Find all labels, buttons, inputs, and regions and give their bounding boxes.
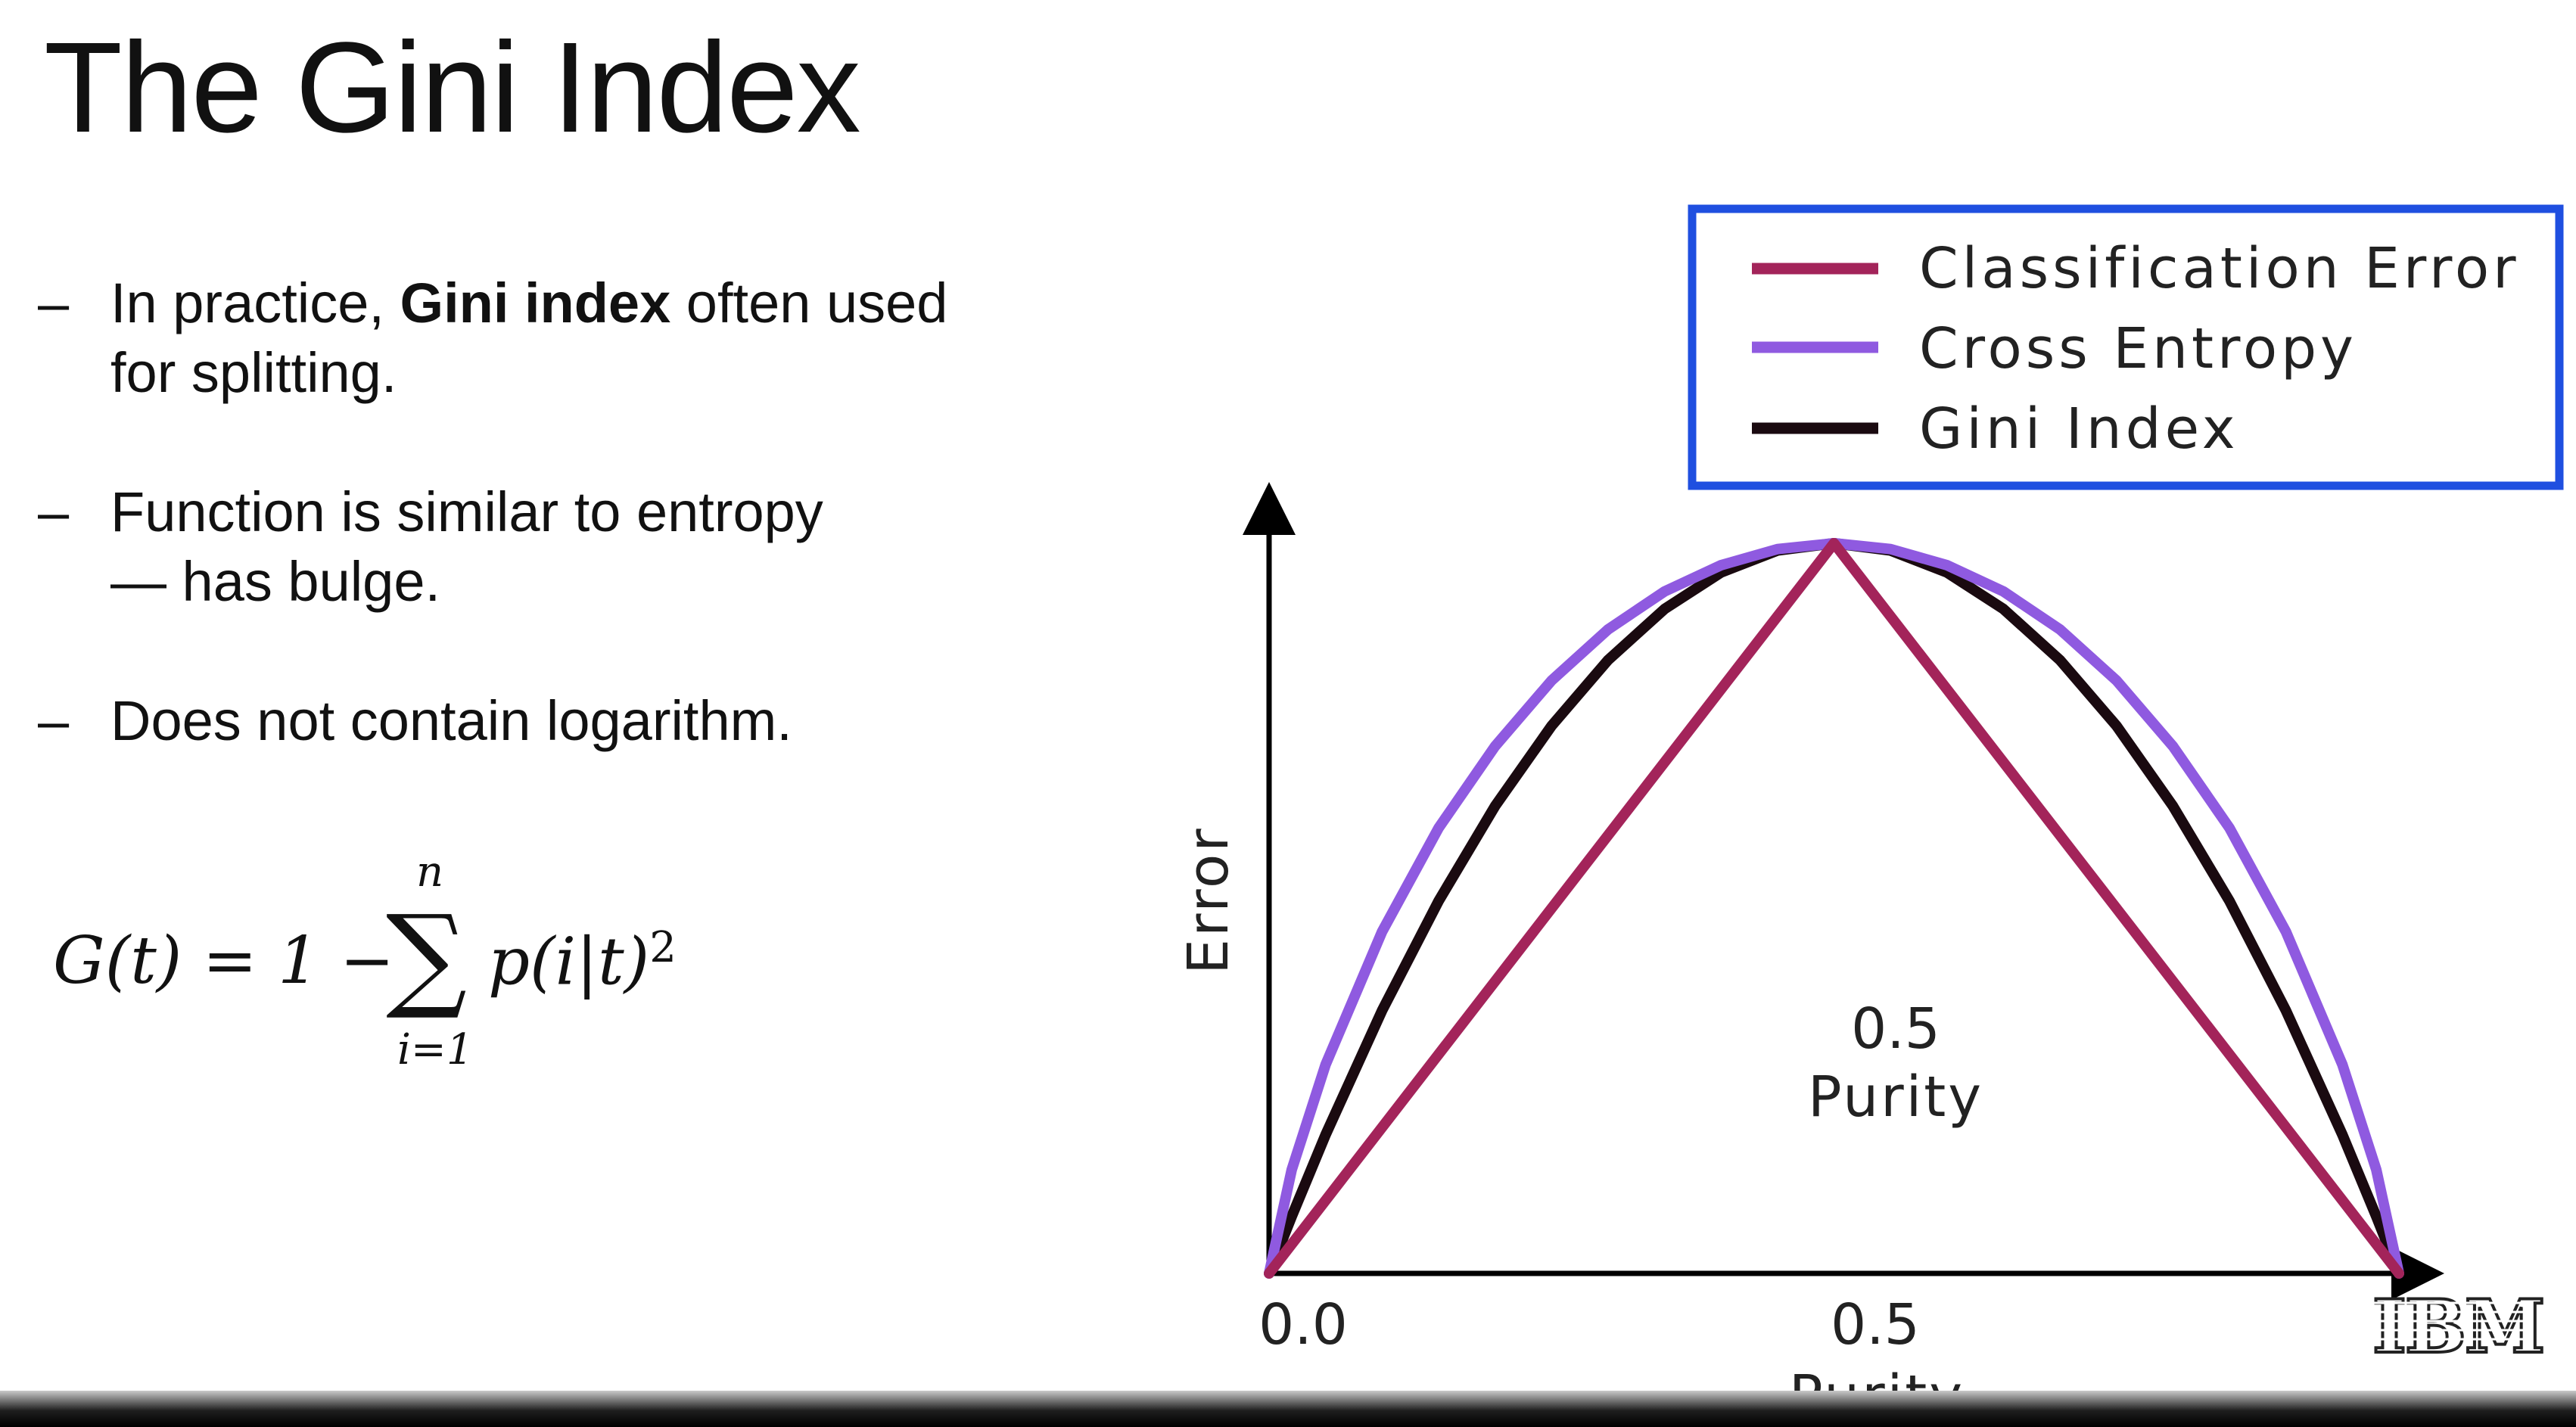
annotation-label: Purity: [1808, 1065, 1983, 1130]
bullet-dash: –: [38, 272, 70, 334]
series-line-gini-index: [1264, 538, 2404, 1279]
legend-label-classification-error: Classification Error: [1919, 236, 2520, 301]
formula-term: p(i|t): [488, 924, 650, 1000]
formula-upper-limit: n: [416, 847, 444, 897]
bullet-text: often used: [670, 272, 948, 334]
bullet-similar-entropy: – Function is similar to entropy — has b…: [38, 477, 1082, 617]
formula-rhs: p(i|t)2: [488, 923, 677, 1000]
slide-title: The Gini Index: [44, 16, 861, 160]
video-bottom-bar: [0, 1391, 2576, 1427]
x-tick-label-1: 0.5: [1831, 1292, 1920, 1357]
bullet-bold-text: Gini index: [400, 272, 671, 334]
bullet-line: In practice, Gini index often used: [110, 269, 1082, 338]
series-line-classification-error: [1264, 538, 2404, 1279]
series-layer: [1264, 538, 2404, 1279]
ibm-logo-text: IBM: [2372, 1284, 2543, 1369]
bullet-line: for splitting.: [110, 341, 397, 404]
legend-label-gini-index: Gini Index: [1919, 396, 2239, 462]
formula-lower-limit: i=1: [397, 1025, 474, 1074]
x-tick-label-0: 0.0: [1258, 1292, 1348, 1357]
formula-sigma: ∑: [386, 891, 468, 1023]
bullet-no-logarithm: – Does not contain logarithm.: [38, 686, 1082, 756]
bullet-line: Does not contain logarithm.: [110, 689, 792, 752]
ibm-logo: IBM: [2367, 1282, 2546, 1371]
gini-formula: G(t) = 1 − n ∑ i=1 p(i|t)2: [53, 847, 734, 1105]
legend-label-cross-entropy: Cross Entropy: [1919, 316, 2357, 381]
annotation-value: 0.5: [1851, 996, 1940, 1062]
y-axis-label: Error: [1176, 826, 1241, 974]
bullet-gini-usage: – In practice, Gini index often used for…: [38, 269, 1082, 408]
bullet-dash: –: [38, 480, 70, 543]
bullet-line: Function is similar to entropy: [110, 480, 823, 543]
legend: Classification Error Cross Entropy Gini …: [1688, 204, 2564, 490]
formula-exponent: 2: [649, 923, 677, 972]
bullet-list: – In practice, Gini index often used for…: [38, 269, 1082, 825]
bullet-dash: –: [38, 689, 70, 752]
bullet-line: — has bulge.: [110, 550, 441, 613]
formula-lhs: G(t) = 1 −: [53, 923, 395, 999]
bullet-text: In practice,: [110, 272, 400, 334]
